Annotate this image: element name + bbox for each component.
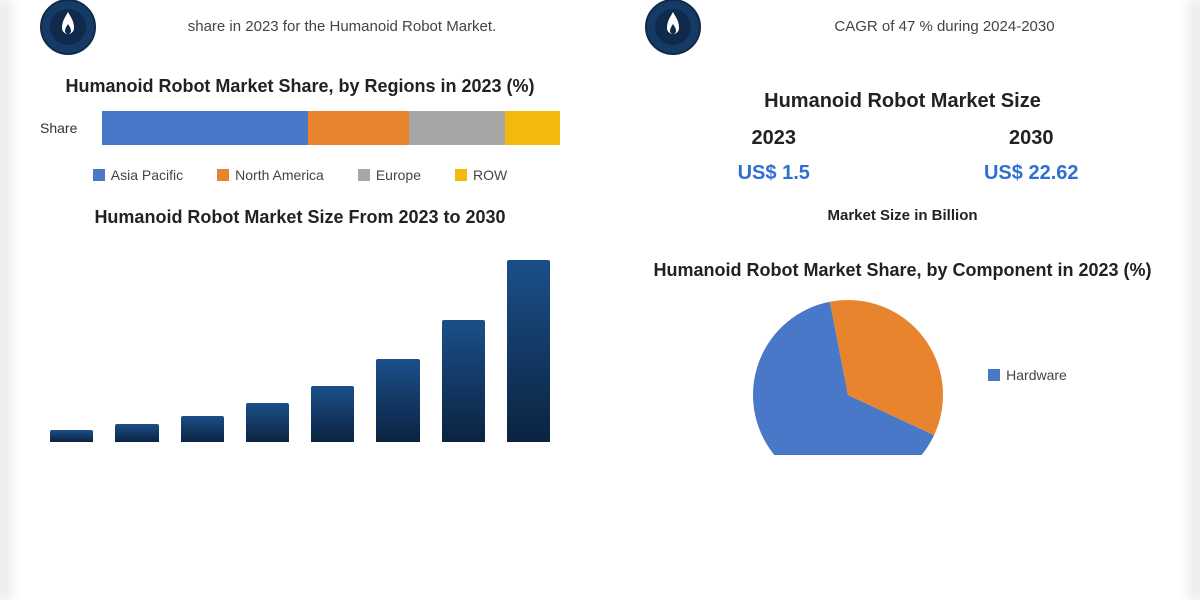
growth-bar-2026 [246,403,289,442]
legend-swatch [455,169,467,181]
legend-label: Europe [376,167,421,183]
legend-item-north-america: North America [217,167,324,183]
region-segment-north-america [308,111,409,145]
growth-bar-2029 [442,320,485,442]
region-segment-row [505,111,560,145]
market-size-year-a-col: 2023 US$ 1.5 [658,127,890,185]
market-size-year-b: 2030 [915,127,1147,150]
region-share-bar [102,111,560,145]
legend-swatch [217,169,229,181]
region-share-title: Humanoid Robot Market Share, by Regions … [40,76,560,97]
flame-icon [40,0,96,55]
region-share-row-label: Share [40,120,90,136]
region-segment-europe [409,111,505,145]
component-pie-legend: Hardware [988,367,1067,383]
callout-left-text: share in 2023 for the Humanoid Robot Mar… [114,17,570,37]
legend-item-hardware: Hardware [988,367,1067,383]
callout-right-text: CAGR of 47 % during 2024-2030 [719,17,1170,37]
market-size-title: Humanoid Robot Market Size [645,90,1160,113]
growth-bar-2023 [50,430,93,442]
market-size-block: Humanoid Robot Market Size 2023 US$ 1.5 … [605,60,1200,224]
growth-chart-title: Humanoid Robot Market Size From 2023 to … [40,207,560,228]
growth-bar-2027 [311,386,354,442]
growth-bar-2025 [181,416,224,442]
market-size-value-a: US$ 1.5 [658,162,890,185]
market-size-year-a: 2023 [658,127,890,150]
growth-bar-chart: Humanoid Robot Market Size From 2023 to … [0,183,600,442]
market-size-year-b-col: 2030 US$ 22.62 [915,127,1147,185]
market-size-caption: Market Size in Billion [645,207,1160,224]
legend-label: Hardware [1006,367,1067,383]
component-pie-title: Humanoid Robot Market Share, by Componen… [625,260,1180,281]
region-share-chart: Humanoid Robot Market Share, by Regions … [0,60,600,183]
legend-item-row: ROW [455,167,507,183]
legend-swatch [93,169,105,181]
right-column: CAGR of 47 % during 2024-2030 Humanoid R… [605,0,1200,600]
component-pie-svg [738,295,958,455]
growth-bar-2030 [507,260,550,442]
flame-icon [645,0,701,55]
market-size-value-b: US$ 22.62 [915,162,1147,185]
growth-bar-2028 [376,359,419,442]
legend-label: Asia Pacific [111,167,183,183]
legend-swatch [988,369,1000,381]
callout-right: CAGR of 47 % during 2024-2030 [605,0,1200,60]
legend-item-asia-pacific: Asia Pacific [93,167,183,183]
legend-label: ROW [473,167,507,183]
callout-left: share in 2023 for the Humanoid Robot Mar… [0,0,600,60]
legend-swatch [358,169,370,181]
region-share-legend: Asia Pacific North America Europe ROW [40,167,560,183]
growth-bar-2024 [115,424,158,442]
component-pie-chart: Humanoid Robot Market Share, by Componen… [605,224,1200,455]
growth-bars [40,242,560,442]
left-column: share in 2023 for the Humanoid Robot Mar… [0,0,600,600]
legend-label: North America [235,167,324,183]
legend-item-europe: Europe [358,167,421,183]
region-segment-asia-pacific [102,111,308,145]
